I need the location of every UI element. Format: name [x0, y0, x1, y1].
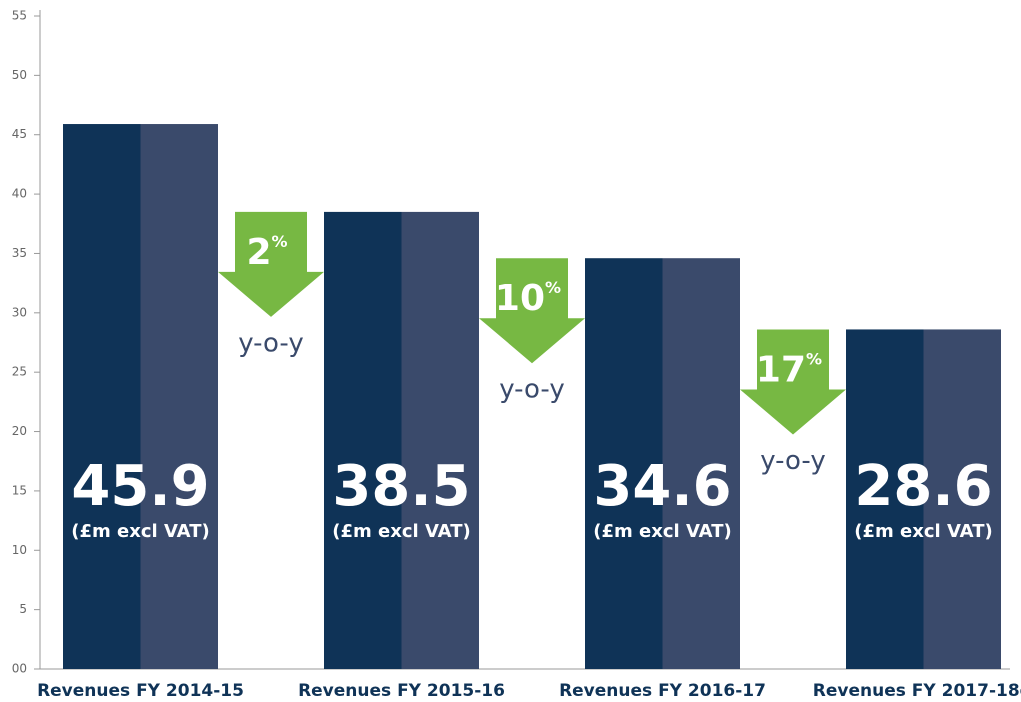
change-label: 10%: [495, 278, 561, 320]
x-tick-label: Revenues FY 2014-15: [37, 681, 244, 701]
y-tick-label: 20: [12, 424, 27, 438]
bar: [324, 211, 479, 669]
change-label: 17%: [756, 349, 822, 391]
x-tick-label: Revenues FY 2016-17: [559, 681, 766, 701]
bar: [63, 124, 218, 670]
x-tick-label: Revenues FY 2015-16: [298, 681, 505, 701]
y-tick-label: 45: [12, 127, 27, 141]
value-label: 34.6: [593, 454, 731, 519]
x-tick-label: Revenues FY 2017-18e: [813, 681, 1021, 701]
change-value: 10: [495, 278, 545, 319]
unit-label: (£m excl VAT): [854, 521, 992, 542]
y-tick-label: 15: [12, 483, 27, 497]
change-value: 17: [756, 349, 806, 390]
arrow: [479, 258, 585, 364]
change-value: 2: [246, 232, 271, 273]
y-tick-label: 5: [19, 602, 27, 616]
change-label: 2%: [246, 231, 287, 273]
bar: [585, 258, 740, 669]
change-suffix: %: [272, 231, 288, 250]
arrow: [218, 211, 324, 317]
change-note: y-o-y: [499, 375, 565, 405]
y-tick-label: 30: [12, 305, 27, 319]
value-label: 28.6: [854, 454, 992, 519]
change-suffix: %: [545, 278, 561, 297]
change-note: y-o-y: [238, 328, 304, 358]
change-note: y-o-y: [760, 446, 826, 476]
unit-label: (£m excl VAT): [71, 521, 209, 542]
y-tick-label: 10: [12, 543, 27, 557]
y-tick-label: 35: [12, 246, 27, 260]
value-label: 38.5: [332, 454, 470, 519]
y-tick-label: 55: [12, 9, 27, 23]
y-tick-label: 00: [12, 662, 27, 676]
unit-label: (£m excl VAT): [593, 521, 731, 542]
y-tick-label: 50: [12, 68, 27, 82]
arrow: [740, 329, 846, 435]
y-tick-label: 25: [12, 365, 27, 379]
bar: [846, 329, 1001, 669]
value-label: 45.9: [71, 454, 209, 519]
unit-label: (£m excl VAT): [332, 521, 470, 542]
y-tick-label: 40: [12, 187, 27, 201]
change-suffix: %: [806, 349, 822, 368]
